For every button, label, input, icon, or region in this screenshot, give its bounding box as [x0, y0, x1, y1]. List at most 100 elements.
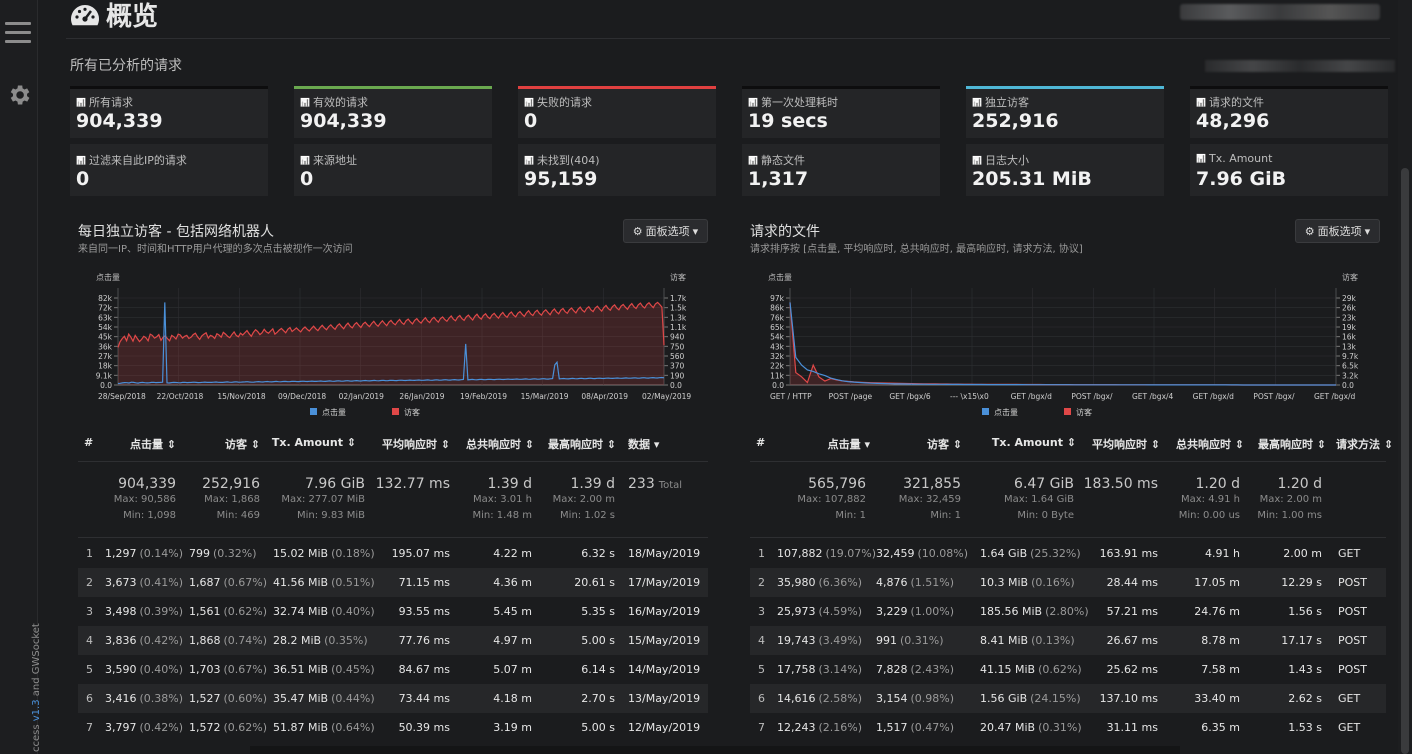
summary-value: 1.20 d — [1277, 476, 1322, 492]
hits-cell-value: 14,616 — [777, 692, 816, 705]
tx-cell: 32.74 MiB (0.40%) — [273, 605, 375, 618]
hits-cell: 25,973 (4.59%) — [777, 605, 862, 618]
table-row[interactable]: 1 1,297 (0.14%) 799 (0.32%) 15.02 MiB (0.18%) 1… — [78, 539, 708, 568]
column-header[interactable]: 点击量 ⇕ — [98, 436, 176, 452]
redacted-area — [1180, 4, 1380, 20]
table-row[interactable]: 4 19,743 (3.49%) 991 (0.31%) 8.41 MiB (0.13%) 2… — [750, 626, 1386, 655]
column-header[interactable]: # — [756, 436, 765, 449]
card-label: 📊 Tx. Amount — [1196, 152, 1272, 165]
card-label-text: 日志大小 — [984, 154, 1029, 167]
column-header[interactable]: # — [84, 436, 93, 449]
sort-desc-icon: ▾ — [860, 438, 870, 451]
bar-chart-icon: 📊 — [1196, 154, 1206, 163]
column-header[interactable]: 请求方法 ⇕ — [1336, 436, 1393, 452]
metric-card: 📊 Tx. Amount 7.96 GiB — [1190, 144, 1388, 196]
x-tick-label: GET /bgx/6 — [889, 392, 931, 401]
table-row[interactable]: 4 3,836 (0.42%) 1,868 (0.74%) 28.2 MiB (0.35%)… — [78, 626, 708, 655]
data-cell: POST — [1338, 576, 1367, 589]
column-header[interactable]: 点击量 ▾ — [794, 436, 870, 452]
total-time-cell: 5.07 m — [493, 663, 532, 676]
summary-value: Min: 1.02 s — [560, 510, 615, 521]
row-index: 2 — [86, 576, 93, 589]
column-header[interactable]: 总共响应时 ⇕ — [464, 436, 534, 452]
table-row[interactable]: 5 3,590 (0.40%) 1,703 (0.67%) 36.51 MiB (0.45%… — [78, 655, 708, 684]
menu-icon[interactable] — [5, 22, 31, 44]
panel-options-button[interactable]: ⚙ 面板选项 ▾ — [1295, 219, 1380, 243]
column-header-label: 数据 — [628, 438, 650, 451]
table-row[interactable]: 7 12,243 (2.16%) 1,517 (0.47%) 20.47 MiB (0.31… — [750, 713, 1386, 742]
x-tick-label: POST /bgx/ — [1071, 392, 1113, 401]
x-tick-label: 22/Oct/2018 — [157, 392, 204, 401]
scrollbar-thumb[interactable] — [1401, 168, 1409, 754]
table-row[interactable]: 6 3,416 (0.38%) 1,527 (0.60%) 35.47 MiB (0.44%… — [78, 684, 708, 713]
column-header[interactable]: 平均响应时 ⇕ — [1090, 436, 1160, 452]
panel-subtitle: 来自同一IP、时间和HTTP用户代理的多次点击被视作一次访问 — [78, 244, 353, 255]
x-tick-label: GET /bgx/4 — [1132, 392, 1174, 401]
column-header[interactable]: 最高响应时 ⇕ — [546, 436, 616, 452]
tx-cell: 1.56 GiB (24.15%) — [980, 692, 1081, 705]
metric-card: 📊 静态文件 1,317 — [742, 144, 940, 196]
summary-value: 233 — [628, 476, 655, 492]
visitors-cell-value: 3,229 — [876, 605, 908, 618]
column-header[interactable]: 数据 ▾ — [628, 436, 659, 452]
visitors-table: # 点击量 ⇕ 访客 ⇕ Tx. Amount ⇕ 平均响应时 ⇕ 总共响应时 ⇕ 最高响应… — [78, 436, 708, 754]
summary-cell: 252,916 Max: 1,868 Min: 469 — [140, 476, 260, 524]
x-tick-label: 08/Apr/2019 — [581, 392, 628, 401]
y2-tick-label: 750 — [670, 342, 685, 351]
x-tick-label: 02/Jan/2019 — [339, 392, 384, 401]
sort-icon: ⇕ — [342, 436, 356, 449]
y-tick-label: 43k — [770, 342, 785, 351]
tx-cell-percent: (0.40%) — [331, 605, 375, 618]
table-row[interactable]: 1 107,882 (19.07%) 32,459 (10.08%) 1.64 GiB (2… — [750, 539, 1386, 568]
y-tick-label: 72k — [98, 304, 113, 313]
card-accent-bar — [294, 86, 492, 89]
x-tick-label: GET /bgx/d — [1193, 392, 1235, 401]
table-row[interactable]: 6 14,616 (2.58%) 3,154 (0.98%) 1.56 GiB (24.15… — [750, 684, 1386, 713]
summary-value: 7.96 GiB — [305, 476, 365, 492]
card-label: 📊 独立访客 — [972, 94, 1029, 110]
column-header[interactable]: 访客 ⇕ — [178, 436, 260, 452]
x-tick-label: 09/Dec/2018 — [278, 392, 326, 401]
sort-icon: ⇕ — [246, 438, 260, 451]
total-time-cell: 3.19 m — [493, 721, 532, 734]
column-header[interactable]: 最高响应时 ⇕ — [1254, 436, 1326, 452]
row-index: 6 — [758, 692, 765, 705]
visitors-cell: 7,828 (2.43%) — [876, 663, 954, 676]
panel-options-label: 面板选项 — [645, 225, 690, 238]
table-row[interactable]: 3 25,973 (4.59%) 3,229 (1.00%) 185.56 MiB (2.8… — [750, 597, 1386, 626]
tx-cell: 15.02 MiB (0.18%) — [273, 547, 375, 560]
max-time-cell: 17.17 s — [1281, 634, 1322, 647]
row-index: 5 — [86, 663, 93, 676]
gear-icon[interactable] — [6, 82, 32, 108]
column-header[interactable]: 总共响应时 ⇕ — [1172, 436, 1244, 452]
total-time-cell: 33.40 m — [1194, 692, 1240, 705]
column-header[interactable]: 访客 ⇕ — [882, 436, 962, 452]
total-time-cell: 4.91 h — [1205, 547, 1240, 560]
hits-cell: 107,882 (19.07%) — [777, 547, 876, 560]
y-tick-label: 0.0 — [100, 381, 112, 390]
column-header[interactable]: Tx. Amount ⇕ — [258, 436, 356, 449]
tx-cell: 41.15 MiB (0.62%) — [980, 663, 1082, 676]
card-accent-bar — [966, 86, 1164, 89]
summary-value: Min: 1 — [835, 510, 866, 521]
column-header-label: 最高响应时 — [547, 438, 603, 451]
card-label: 📊 请求的文件 — [1196, 94, 1264, 110]
scrollbar[interactable] — [1398, 0, 1412, 754]
table-row[interactable]: 7 3,797 (0.42%) 1,572 (0.62%) 51.87 MiB (0.64%… — [78, 713, 708, 742]
summary-cell: 233 Total — [628, 476, 682, 494]
column-header[interactable]: 平均响应时 ⇕ — [380, 436, 450, 452]
summary-cell: 904,339 Max: 90,586 Min: 1,098 — [56, 476, 176, 524]
table-row[interactable]: 5 17,758 (3.14%) 7,828 (2.43%) 41.15 MiB (0.62… — [750, 655, 1386, 684]
x-tick-label: 19/Feb/2019 — [460, 392, 507, 401]
version-link[interactable]: v1.3 — [31, 699, 42, 722]
column-header[interactable]: Tx. Amount ⇕ — [974, 436, 1076, 449]
x-tick-label: 15/Nov/2018 — [217, 392, 266, 401]
panel-options-button[interactable]: ⚙ 面板选项 ▾ — [623, 219, 708, 243]
table-row[interactable]: 2 3,673 (0.41%) 1,687 (0.67%) 41.56 MiB (0.51%… — [78, 568, 708, 597]
sort-icon: ⇕ — [948, 438, 962, 451]
table-row[interactable]: 2 35,980 (6.36%) 4,876 (1.51%) 10.3 MiB (0.16%… — [750, 568, 1386, 597]
tx-cell: 10.3 MiB (0.16%) — [980, 576, 1075, 589]
table-row[interactable]: 3 3,498 (0.39%) 1,561 (0.62%) 32.74 MiB (0.40%… — [78, 597, 708, 626]
x-tick-label: 15/Mar/2019 — [521, 392, 569, 401]
